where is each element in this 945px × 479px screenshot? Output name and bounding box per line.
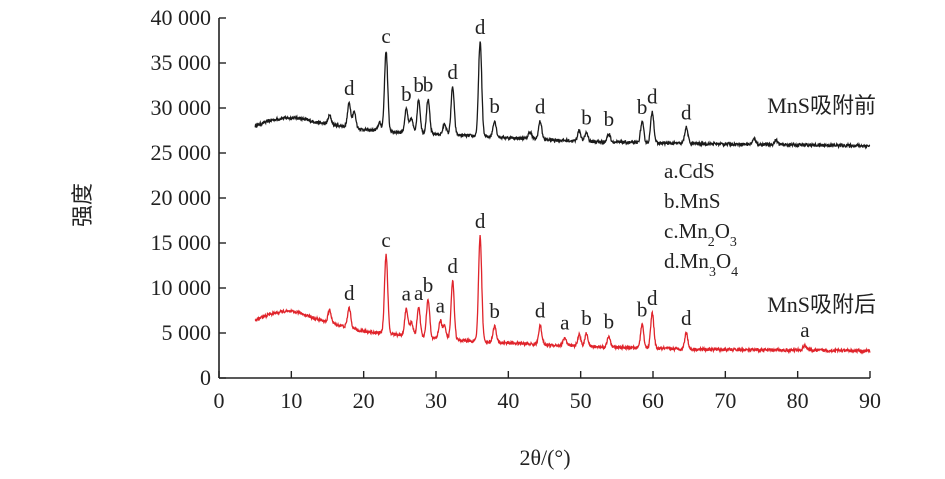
y-tick-label: 0 [200,365,211,390]
peak-label: d [344,281,355,305]
peak-label: b [637,298,648,322]
x-tick-label: 80 [787,388,809,413]
peak-label: b [637,95,648,119]
peak-label: d [447,254,458,278]
peak-label: a [414,281,424,305]
peak-label: c [381,24,390,48]
y-tick-label: 30 000 [151,95,212,120]
x-tick-label: 40 [497,388,519,413]
x-tick-label: 20 [353,388,375,413]
series-name: MnS吸附前 [767,93,876,118]
legend-entry: b.MnS [664,189,721,213]
peak-label: d [344,76,355,100]
y-tick-label: 10 000 [151,275,212,300]
peak-label: c [381,228,390,252]
peak-label: b [604,107,615,131]
legend-entry: c.Mn2O3 [664,219,737,250]
peak-label: b [489,299,500,323]
peak-label: d [647,85,658,109]
peak-label: b [423,273,434,297]
x-tick-label: 50 [570,388,592,413]
x-tick-label: 90 [859,388,881,413]
peak-label: d [475,209,486,233]
y-tick-label: 20 000 [151,185,212,210]
peak-label: b [423,73,434,97]
peak-label: b [489,94,500,118]
legend-entry: a.CdS [664,159,715,183]
peak-label: b [581,306,592,330]
x-axis-label: 2θ/(°) [519,445,570,470]
x-tick-label: 70 [714,388,736,413]
series-line [254,41,871,150]
axes: 0 5 000 10 000 15 000 20 000 25 000 30 000 35 0… [151,5,882,413]
legend-entry: d.Mn3O4 [664,249,738,280]
peak-label: a [436,294,446,318]
series-name: MnS吸附后 [767,292,876,317]
peak-label: d [647,286,658,310]
peak-label: d [447,60,458,84]
y-tick-label: 35 000 [151,50,212,75]
x-tick-label: 30 [425,388,447,413]
y-tick-label: 25 000 [151,140,212,165]
peak-label: b [401,82,412,106]
y-axis-label: 强度 [70,183,95,227]
peak-label: d [535,299,546,323]
peak-label: d [681,306,692,330]
peak-label: d [681,100,692,124]
series-names: MnS吸附前 MnS吸附后 [767,93,876,317]
y-tick-label: 5 000 [162,320,212,345]
peak-label: a [560,311,570,335]
peak-label: d [475,15,486,39]
peak-label: a [800,318,810,342]
y-tick-label: 15 000 [151,230,212,255]
x-tick-label: 0 [214,388,225,413]
peak-label: b [581,105,592,129]
y-tick-label: 40 000 [151,5,212,30]
curves [254,41,871,355]
peak-label: b [413,73,424,97]
peak-label: d [535,94,546,118]
x-tick-label: 10 [280,388,302,413]
series-line [254,234,871,355]
peak-label: b [604,309,615,333]
x-tick-label: 60 [642,388,664,413]
peak-label: a [402,281,412,305]
